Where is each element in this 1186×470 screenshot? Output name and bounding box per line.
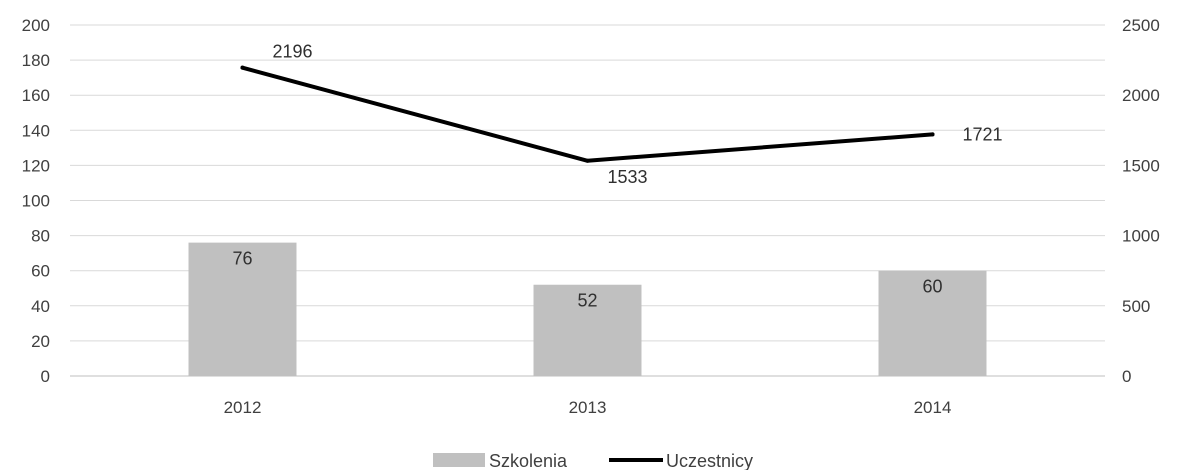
- right-axis-tick-label: 0: [1122, 367, 1131, 386]
- bar-data-label: 60: [922, 277, 942, 297]
- right-axis-tick-label: 1000: [1122, 227, 1160, 246]
- line-data-label: 2196: [273, 42, 313, 62]
- legend-label: Uczestnicy: [666, 451, 753, 470]
- left-axis-tick-label: 200: [22, 16, 50, 35]
- legend: Szkolenia Uczestnicy: [433, 451, 753, 470]
- x-axis-tick-label: 2014: [914, 398, 952, 417]
- x-axis-tick-label: 2013: [569, 398, 607, 417]
- series-line: [240, 65, 935, 163]
- line-point: [585, 158, 590, 163]
- left-axis-tick-label: 120: [22, 156, 50, 175]
- right-axis-tick-label: 2000: [1122, 86, 1160, 105]
- right-axis-tick-label: 1500: [1122, 156, 1160, 175]
- left-axis-tick-label: 160: [22, 86, 50, 105]
- bar-data-label: 52: [577, 291, 597, 311]
- line-data-label: 1533: [608, 167, 648, 187]
- left-y-axis: 0 20 40 60 80 100 120 140 160 180 200: [22, 16, 50, 386]
- legend-swatch-bar: [433, 453, 485, 467]
- line-series-uczestnicy: [240, 65, 935, 163]
- x-axis-tick-label: 2012: [224, 398, 262, 417]
- left-axis-tick-label: 0: [41, 367, 50, 386]
- bar-series-szkolenia: [188, 242, 987, 376]
- bar: [188, 242, 297, 376]
- left-axis-tick-label: 140: [22, 121, 50, 140]
- bar: [533, 284, 642, 376]
- left-axis-tick-label: 40: [31, 297, 50, 316]
- left-axis-tick-label: 180: [22, 51, 50, 70]
- right-axis-tick-label: 2500: [1122, 16, 1160, 35]
- line-data-label: 1721: [963, 124, 1003, 144]
- legend-label: Szkolenia: [489, 451, 568, 470]
- line-point: [240, 65, 245, 70]
- right-axis-tick-label: 500: [1122, 297, 1150, 316]
- right-y-axis: 0 500 1000 1500 2000 2500: [1122, 16, 1160, 386]
- left-axis-tick-label: 20: [31, 332, 50, 351]
- line-point: [930, 132, 935, 137]
- x-axis: 2012 2013 2014: [70, 375, 1105, 417]
- bar: [878, 270, 987, 376]
- data-labels: 76 52 60 2196 1533 1721: [232, 42, 1002, 311]
- left-axis-tick-label: 100: [22, 192, 50, 211]
- left-axis-tick-label: 80: [31, 227, 50, 246]
- bar-data-label: 76: [232, 249, 252, 269]
- left-axis-tick-label: 60: [31, 262, 50, 281]
